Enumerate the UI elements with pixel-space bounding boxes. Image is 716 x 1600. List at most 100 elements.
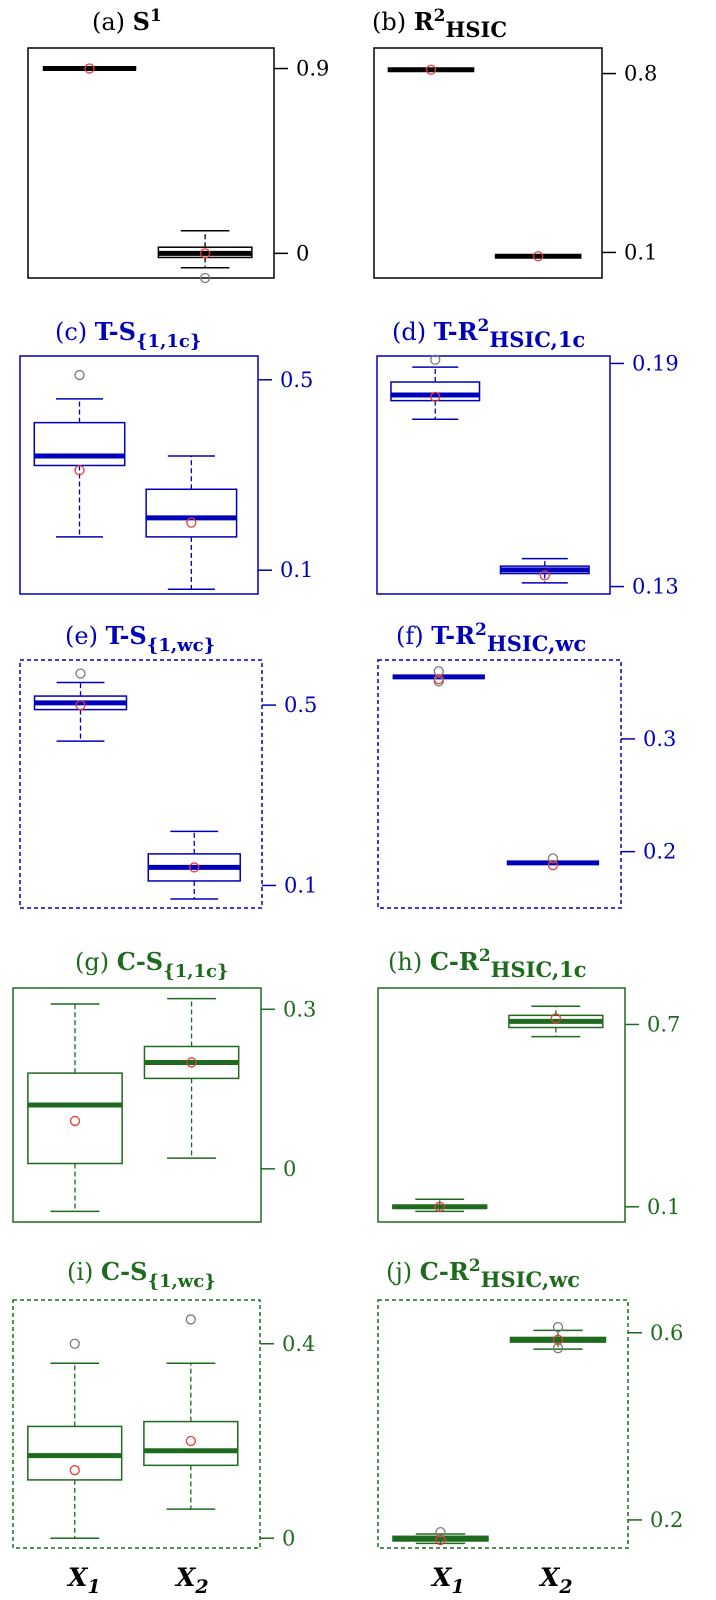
mean-marker xyxy=(552,1334,564,1345)
plot-frame xyxy=(19,659,263,909)
mean-marker xyxy=(434,1201,445,1212)
outlier-point xyxy=(547,853,559,864)
x-axis-label: X1 xyxy=(430,1563,465,1598)
outlier-point xyxy=(185,1314,196,1325)
mean-marker xyxy=(433,674,444,685)
mean-marker xyxy=(186,1057,197,1068)
x-axis-label-main: X xyxy=(66,1563,89,1592)
panel-title: (h) C-R2HSIC,1c xyxy=(388,946,587,982)
plot-frame xyxy=(373,47,603,279)
panel-metric: R xyxy=(414,7,435,36)
box-iqr xyxy=(143,1420,239,1467)
plot-frame xyxy=(12,987,262,1223)
y-tick-label: 0.3 xyxy=(643,727,676,751)
box-X2 xyxy=(145,455,238,590)
panel-title: (a) S1 xyxy=(92,6,162,36)
mean-marker xyxy=(425,64,437,75)
panel-title-superscript: 2 xyxy=(475,620,487,640)
mean-marker xyxy=(84,63,95,74)
panel-title-subscript: HSIC,wc xyxy=(487,631,586,656)
panel-j: (j) C-R2HSIC,wc 0.6 0.2 xyxy=(377,1256,683,1549)
panel-b: (b) R2HSIC 0.8 0.1 xyxy=(372,6,657,279)
panel-title: (f) T-R2HSIC,wc xyxy=(396,620,586,656)
plot-frame xyxy=(376,355,611,595)
panel-label: (h) xyxy=(388,948,430,976)
panel-title-subscript: {1,1c} xyxy=(163,961,228,982)
panel-metric: C-R xyxy=(420,1257,470,1286)
y-tick-label: 0.8 xyxy=(624,62,657,86)
panel-g: (g) C-S{1,1c} 0.3 0 xyxy=(12,947,316,1223)
y-tick-label: 0.1 xyxy=(280,558,313,582)
panel-title-superscript: 2 xyxy=(434,6,446,26)
panel-title: (g) C-S{1,1c} xyxy=(75,947,229,982)
panel-label: (c) xyxy=(55,318,95,346)
x-axis-label: X2 xyxy=(174,1563,209,1598)
box-X2 xyxy=(499,557,590,584)
box-X1 xyxy=(392,666,485,687)
y-tick-label: 0.6 xyxy=(650,1321,683,1345)
panel-metric: C-S xyxy=(101,1257,147,1286)
x-axis-label-main: X xyxy=(538,1563,561,1592)
panel-e: (e) T-S{1,wc} 0.5 0.1 xyxy=(19,621,317,909)
y-tick-label: 0 xyxy=(296,241,309,265)
box-X2 xyxy=(147,830,241,900)
panel-label: (d) xyxy=(392,318,434,346)
panel-title-subscript: HSIC xyxy=(446,17,508,42)
box-X2 xyxy=(509,1321,607,1354)
mean-marker xyxy=(199,248,211,259)
panel-metric: S xyxy=(133,7,150,36)
mean-marker xyxy=(539,570,550,581)
box-X1 xyxy=(27,1003,123,1213)
y-tick-label: 0.9 xyxy=(296,57,329,81)
box-iqr xyxy=(33,421,126,467)
panel-title: (b) R2HSIC xyxy=(372,6,507,42)
box-X1 xyxy=(392,1526,489,1546)
panel-title: (i) C-S{1,wc} xyxy=(67,1257,216,1292)
y-tick-label: 0 xyxy=(282,1526,295,1550)
y-tick-label: 0 xyxy=(283,1157,296,1181)
y-tick-label: 0.13 xyxy=(632,575,679,599)
outlier-point xyxy=(435,1526,446,1538)
box-iqr xyxy=(145,488,238,538)
panel-title: (j) C-R2HSIC,wc xyxy=(386,1256,580,1292)
x-axis-label-subscript: 1 xyxy=(451,1576,464,1598)
outlier-point xyxy=(69,1338,80,1349)
panel-f: (f) T-R2HSIC,wc 0.3 0.2 xyxy=(377,620,676,909)
panel-metric: T-R xyxy=(434,317,479,346)
box-X2 xyxy=(157,230,253,284)
outlier-point xyxy=(552,1321,564,1333)
outlier-point xyxy=(433,666,444,677)
panel-metric: T-S xyxy=(95,317,136,346)
mean-marker xyxy=(75,699,86,711)
y-tick-label: 0.1 xyxy=(624,240,657,264)
y-tick-label: 0.3 xyxy=(283,997,316,1021)
mean-marker xyxy=(435,1534,446,1546)
panel-label: (i) xyxy=(67,1258,101,1286)
box-X1 xyxy=(390,354,481,420)
panel-title-superscript: 2 xyxy=(478,316,490,336)
panel-metric: C-R xyxy=(430,947,480,976)
x-axis-label-subscript: 2 xyxy=(194,1576,208,1598)
y-tick-label: 0.19 xyxy=(632,351,679,375)
panel-d: (d) T-R2HSIC,1c 0.19 0.13 xyxy=(376,316,679,599)
panel-title-subscript: {1,wc} xyxy=(147,635,215,656)
panel-c: (c) T-S{1,1c} 0.5 0.1 xyxy=(19,317,313,595)
panel-title: (c) T-S{1,1c} xyxy=(55,317,201,352)
panel-label: (f) xyxy=(396,622,431,650)
plot-frame xyxy=(377,1299,629,1549)
y-tick-label: 0.1 xyxy=(647,1195,680,1219)
panel-title: (e) T-S{1,wc} xyxy=(65,621,215,656)
box-X1 xyxy=(392,1198,488,1213)
box-X2 xyxy=(494,251,582,262)
mean-marker xyxy=(550,1013,561,1024)
panel-metric: T-R xyxy=(431,621,476,650)
x-axis-label-main: X xyxy=(174,1563,197,1592)
mean-marker xyxy=(69,1115,81,1127)
box-X1 xyxy=(33,369,126,538)
plot-frame xyxy=(377,659,622,909)
mean-marker xyxy=(74,465,85,476)
box-X1 xyxy=(33,668,128,742)
panel-metric: T-S xyxy=(106,621,147,650)
mean-marker xyxy=(430,391,441,403)
